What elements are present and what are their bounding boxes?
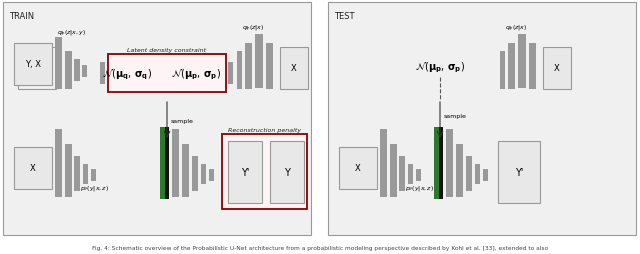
Bar: [172, 130, 179, 197]
Bar: [209, 169, 214, 181]
Text: Y, X: Y, X: [25, 60, 41, 69]
Text: $\mathcal{N}(\mathbf{\mu_p},\,\mathbf{\sigma_p})$: $\mathcal{N}(\mathbf{\mu_p},\,\mathbf{\s…: [171, 68, 221, 82]
Text: Fig. 4: Schematic overview of the Probabilistic U-Net architecture from a probab: Fig. 4: Schematic overview of the Probab…: [92, 245, 548, 250]
Bar: [529, 44, 536, 90]
Bar: [228, 141, 262, 203]
Text: TEST: TEST: [334, 12, 355, 21]
Bar: [266, 44, 273, 90]
Bar: [518, 35, 526, 89]
Bar: [280, 48, 308, 90]
Text: X: X: [355, 164, 361, 173]
Text: Y': Y': [515, 167, 523, 177]
Bar: [228, 63, 233, 85]
Text: $q_\phi(z|x)$: $q_\phi(z|x)$: [242, 23, 264, 33]
Bar: [14, 147, 52, 189]
Text: TRAIN: TRAIN: [9, 12, 34, 21]
Text: $\mathcal{N}(\mathbf{\mu_q},\,\mathbf{\sigma_q})$: $\mathcal{N}(\mathbf{\mu_q},\,\mathbf{\s…: [102, 68, 152, 82]
Text: $\mathcal{N}(\mathbf{\mu_p},\,\mathbf{\sigma_p})$: $\mathcal{N}(\mathbf{\mu_p},\,\mathbf{\s…: [415, 60, 465, 75]
Bar: [399, 156, 405, 191]
Bar: [456, 145, 463, 197]
Bar: [65, 145, 72, 197]
Bar: [108, 55, 226, 93]
Text: sample: sample: [171, 119, 194, 124]
Bar: [201, 164, 206, 184]
Bar: [500, 52, 505, 90]
Bar: [165, 128, 169, 199]
Bar: [18, 48, 56, 90]
Text: $p_\theta(y|x,z)$: $p_\theta(y|x,z)$: [81, 183, 109, 192]
Bar: [160, 128, 165, 199]
Bar: [192, 156, 198, 191]
Bar: [222, 134, 307, 209]
Bar: [237, 52, 242, 90]
Text: $p_\theta(y|x,z)$: $p_\theta(y|x,z)$: [406, 183, 435, 192]
Bar: [83, 164, 88, 184]
Bar: [416, 169, 421, 181]
Bar: [55, 38, 62, 90]
Bar: [14, 44, 52, 86]
Bar: [3, 3, 311, 235]
Bar: [446, 130, 453, 197]
Bar: [245, 44, 252, 90]
Bar: [475, 164, 480, 184]
Text: X: X: [291, 64, 297, 73]
Bar: [328, 3, 636, 235]
Bar: [339, 147, 377, 189]
Text: Y: Y: [284, 167, 290, 177]
Text: Y': Y': [241, 167, 249, 177]
Bar: [466, 156, 472, 191]
Bar: [55, 130, 62, 197]
Bar: [74, 156, 80, 191]
Bar: [82, 66, 87, 78]
Bar: [91, 169, 96, 181]
Bar: [439, 128, 443, 199]
Bar: [508, 44, 515, 90]
Bar: [74, 60, 80, 82]
Bar: [498, 141, 540, 203]
Text: X: X: [554, 64, 560, 73]
Bar: [100, 63, 105, 85]
Bar: [270, 141, 304, 203]
Bar: [483, 169, 488, 181]
Bar: [543, 48, 571, 90]
Text: $q_\phi(z|x,y)$: $q_\phi(z|x,y)$: [58, 28, 86, 38]
Bar: [434, 128, 439, 199]
Text: X: X: [30, 164, 36, 173]
Bar: [182, 145, 189, 197]
Bar: [380, 130, 387, 197]
Text: Latent density constraint: Latent density constraint: [127, 48, 207, 53]
Bar: [408, 164, 413, 184]
Bar: [255, 35, 263, 89]
Text: $q_\phi(z|x)$: $q_\phi(z|x)$: [505, 23, 527, 33]
Bar: [65, 52, 72, 90]
Text: sample: sample: [444, 114, 467, 119]
Text: Reconstruction penalty: Reconstruction penalty: [228, 128, 301, 133]
Bar: [390, 145, 397, 197]
